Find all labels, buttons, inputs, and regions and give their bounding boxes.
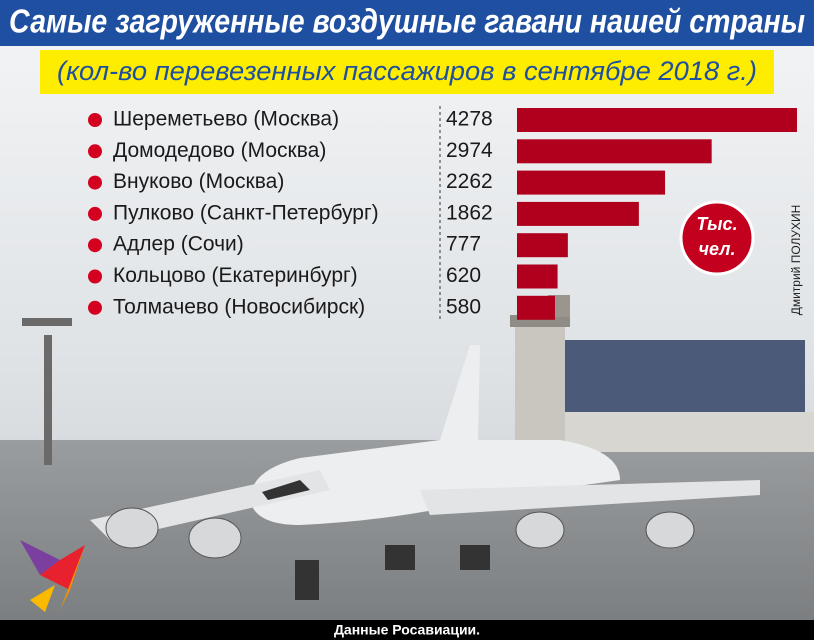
value-label: 2262 — [446, 170, 493, 193]
category-label: Адлер (Сочи) — [113, 233, 244, 256]
value-label: 620 — [446, 264, 481, 287]
category-label: Домодедово (Москва) — [113, 139, 326, 162]
airplane — [90, 345, 760, 600]
unit-label: Тыс. — [696, 214, 737, 234]
value-label: 1862 — [446, 201, 493, 224]
credit: Дмитрий ПОЛУХИН — [789, 205, 803, 316]
bullet — [88, 144, 102, 159]
unit-badge — [679, 200, 755, 276]
title-band — [0, 0, 814, 46]
bar — [517, 264, 558, 289]
bar — [517, 170, 666, 195]
subtitle-band — [40, 50, 774, 94]
tower — [22, 318, 72, 465]
value-label: 580 — [446, 295, 481, 318]
logo — [20, 540, 85, 612]
bullet — [88, 238, 102, 253]
unit-label: чел. — [699, 239, 736, 259]
bar — [517, 108, 797, 132]
chart-title: Самые загруженные воздушные гавани нашей… — [9, 3, 805, 40]
value-label: 4278 — [446, 108, 493, 131]
bar — [517, 295, 555, 320]
bullet — [88, 269, 102, 284]
category-label: Шереметьево (Москва) — [113, 108, 339, 131]
bullet — [88, 300, 102, 315]
category-label: Внуково (Москва) — [113, 170, 284, 193]
category-label: Кольцово (Екатеринбург) — [113, 264, 358, 287]
category-label: Толмачево (Новосибирск) — [113, 295, 365, 318]
value-label: 2974 — [446, 139, 493, 162]
source: Данные Росавиации. — [334, 622, 480, 638]
chart-subtitle: (кол-во перевезенных пассажиров в сентяб… — [57, 56, 757, 86]
terminal — [510, 295, 814, 455]
bullet — [88, 175, 102, 190]
bar — [517, 139, 712, 164]
category-label: Пулково (Санкт-Петербург) — [113, 201, 379, 224]
source-band — [0, 620, 814, 640]
value-label: 777 — [446, 233, 481, 256]
bar — [517, 233, 568, 258]
bullet — [88, 113, 102, 127]
bullet — [88, 206, 102, 221]
bar — [517, 201, 639, 226]
